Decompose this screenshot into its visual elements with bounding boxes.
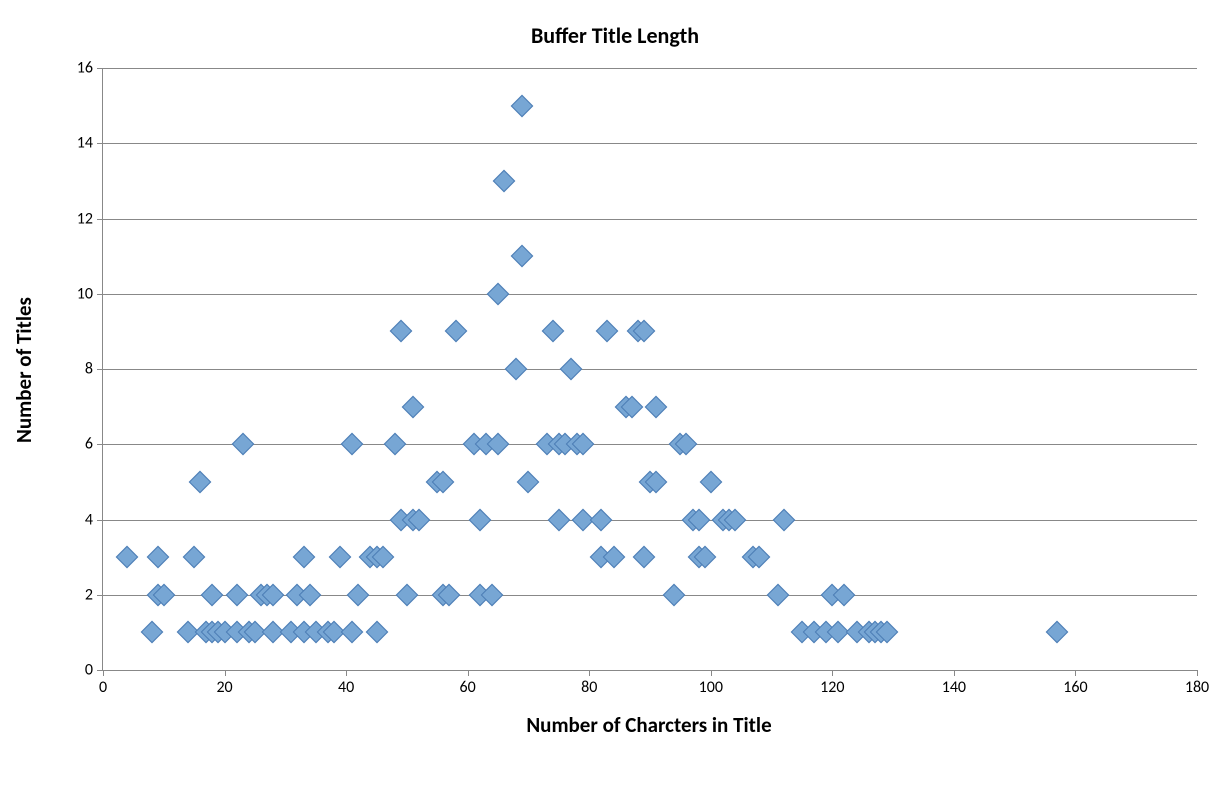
- data-point: [602, 546, 625, 569]
- gridline-h: [103, 219, 1197, 220]
- gridline-h: [103, 294, 1197, 295]
- data-point: [541, 320, 564, 343]
- data-point: [201, 583, 224, 606]
- data-point: [347, 583, 370, 606]
- data-point: [1046, 621, 1069, 644]
- x-tick-label: 100: [699, 670, 723, 697]
- data-point: [298, 583, 321, 606]
- gridline-h: [103, 68, 1197, 69]
- x-tick-label: 60: [460, 670, 476, 697]
- gridline-h: [103, 444, 1197, 445]
- data-point: [517, 471, 540, 494]
- y-tick-label: 6: [85, 435, 103, 454]
- y-tick-label: 8: [85, 360, 103, 379]
- x-tick-label: 20: [216, 670, 232, 697]
- data-point: [146, 546, 169, 569]
- gridline-h: [103, 143, 1197, 144]
- x-tick-label: 160: [1063, 670, 1087, 697]
- data-point: [772, 508, 795, 531]
- data-point: [116, 546, 139, 569]
- data-point: [560, 358, 583, 381]
- data-point: [699, 471, 722, 494]
- chart-title: Buffer Title Length: [0, 22, 1230, 49]
- x-tick-label: 40: [338, 670, 354, 697]
- data-point: [468, 508, 491, 531]
- x-tick-label: 80: [581, 670, 597, 697]
- data-point: [396, 583, 419, 606]
- y-tick-label: 4: [85, 510, 103, 529]
- x-tick-label: 180: [1185, 670, 1209, 697]
- data-point: [766, 583, 789, 606]
- data-point: [590, 508, 613, 531]
- data-point: [389, 320, 412, 343]
- data-point: [511, 94, 534, 117]
- data-point: [493, 170, 516, 193]
- gridline-h: [103, 520, 1197, 521]
- plot-area: 0246810121416020406080100120140160180: [102, 68, 1197, 671]
- data-point: [341, 621, 364, 644]
- data-point: [548, 508, 571, 531]
- data-point: [511, 245, 534, 268]
- y-tick-label: 10: [77, 284, 103, 303]
- data-point: [183, 546, 206, 569]
- x-tick-label: 140: [942, 670, 966, 697]
- x-tick-label: 120: [820, 670, 844, 697]
- data-point: [663, 583, 686, 606]
- scatter-chart: Buffer Title Length 02468101214160204060…: [0, 0, 1230, 786]
- data-point: [487, 282, 510, 305]
- data-point: [402, 395, 425, 418]
- y-axis-label: Number of Titles: [11, 220, 37, 520]
- data-point: [225, 583, 248, 606]
- y-tick-label: 2: [85, 585, 103, 604]
- y-tick-label: 16: [77, 59, 103, 78]
- x-tick-label: 0: [99, 670, 107, 697]
- data-point: [444, 320, 467, 343]
- gridline-h: [103, 369, 1197, 370]
- data-point: [329, 546, 352, 569]
- data-point: [596, 320, 619, 343]
- y-tick-label: 14: [77, 134, 103, 153]
- data-point: [189, 471, 212, 494]
- y-tick-label: 12: [77, 209, 103, 228]
- data-point: [140, 621, 163, 644]
- data-point: [833, 583, 856, 606]
- data-point: [365, 621, 388, 644]
- data-point: [505, 358, 528, 381]
- data-point: [231, 433, 254, 456]
- data-point: [383, 433, 406, 456]
- x-axis-label: Number of Charcters in Title: [102, 712, 1196, 738]
- data-point: [341, 433, 364, 456]
- data-point: [292, 546, 315, 569]
- data-point: [633, 546, 656, 569]
- data-point: [645, 395, 668, 418]
